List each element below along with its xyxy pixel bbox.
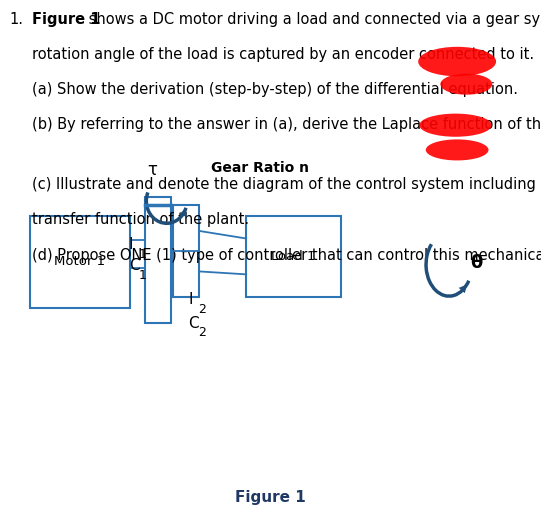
Text: Gear Ratio n: Gear Ratio n	[211, 160, 309, 175]
Text: (c) Illustrate and denote the diagram of the control system including its gain a: (c) Illustrate and denote the diagram of…	[32, 177, 541, 192]
Ellipse shape	[419, 114, 492, 137]
Text: Motor 1: Motor 1	[54, 255, 105, 268]
Text: 2: 2	[198, 303, 206, 316]
Text: (d) Propose ONE (1) type of controller that can control this mechanical system.: (d) Propose ONE (1) type of controller t…	[32, 248, 541, 262]
Ellipse shape	[440, 74, 492, 95]
Bar	[246, 216, 341, 297]
Text: C: C	[188, 316, 199, 331]
Bar	[145, 197, 171, 323]
Text: rotation angle of the load is captured by an encoder connected to it.: rotation angle of the load is captured b…	[32, 47, 535, 62]
Text: (b) By referring to the answer in (a), derive the Laplace function of the system: (b) By referring to the answer in (a), d…	[32, 117, 541, 133]
Text: shows a DC motor driving a load and connected via a gear system. The: shows a DC motor driving a load and conn…	[84, 12, 541, 27]
Text: I: I	[188, 292, 193, 307]
Text: 2: 2	[198, 327, 206, 339]
Text: Figure 1: Figure 1	[235, 490, 306, 505]
Text: I: I	[129, 237, 133, 252]
Text: transfer function of the plant.: transfer function of the plant.	[32, 213, 249, 227]
Bar	[173, 205, 199, 297]
Text: Load 1: Load 1	[271, 250, 316, 263]
Ellipse shape	[418, 47, 496, 76]
Text: τ: τ	[148, 161, 157, 179]
Text: C: C	[129, 258, 140, 273]
Text: Figure 1: Figure 1	[32, 12, 101, 27]
Text: 1.: 1.	[10, 12, 24, 27]
Text: 1: 1	[138, 269, 147, 281]
Bar	[30, 216, 130, 308]
Text: (a) Show the derivation (step-by-step) of the differential equation.: (a) Show the derivation (step-by-step) o…	[32, 82, 518, 97]
Ellipse shape	[426, 139, 489, 160]
Text: 1: 1	[138, 248, 147, 260]
Text: θ: θ	[470, 254, 482, 272]
